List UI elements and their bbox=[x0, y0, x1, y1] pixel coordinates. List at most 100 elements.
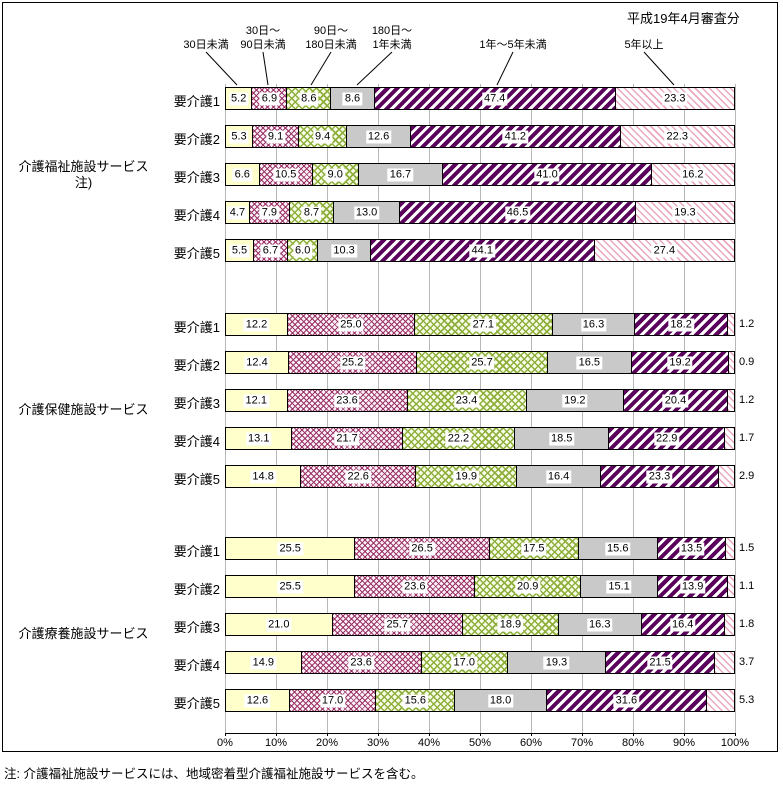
bar-segment: 19.2 bbox=[526, 390, 625, 411]
bar-segment: 6.7 bbox=[253, 240, 288, 261]
axis-tick bbox=[735, 733, 736, 736]
segment-value-label: 12.1 bbox=[243, 394, 269, 407]
bar-segment bbox=[715, 652, 734, 673]
segment-value-label: 19.3 bbox=[543, 656, 570, 669]
bar-segment: 25.7 bbox=[417, 352, 548, 373]
bar-segment: 19.3 bbox=[636, 202, 734, 223]
x-tick-label: 90% bbox=[672, 737, 696, 749]
segment-value-label: 6.7 bbox=[260, 244, 281, 257]
bar-segment: 25.0 bbox=[287, 314, 415, 335]
bar-segment: 12.4 bbox=[226, 352, 290, 373]
bar-segment: 16.3 bbox=[558, 614, 642, 635]
segment-value-label: 20.9 bbox=[514, 580, 541, 593]
bar-segment: 5.3 bbox=[226, 126, 253, 147]
segment-value-label: 46.5 bbox=[504, 206, 531, 219]
segment-value-label: 5.5 bbox=[229, 244, 250, 257]
bar-row: 12.1 23.6 23.4 19.2 20.4 bbox=[225, 389, 735, 412]
row-label: 要介護3 bbox=[173, 170, 220, 185]
bar-segment: 15.6 bbox=[578, 538, 658, 559]
bar-segment: 23.6 bbox=[301, 652, 422, 673]
bar-segment: 25.5 bbox=[226, 576, 356, 597]
segment-value-label: 5.3 bbox=[739, 694, 755, 706]
bar-row: 12.2 25.0 27.1 16.3 18.2 bbox=[225, 313, 735, 336]
bar-segment: 23.3 bbox=[615, 88, 734, 109]
bar-row: 6.6 10.5 9.0 16.7 41.0 16.2 bbox=[225, 163, 735, 186]
x-axis bbox=[225, 733, 736, 734]
group-label-line: 注) bbox=[74, 175, 93, 190]
segment-value-label: 16.4 bbox=[545, 470, 572, 483]
row-label: 要介護5 bbox=[173, 696, 220, 711]
group-label: 介護福祉施設サービス 注) bbox=[6, 159, 161, 191]
bar-segment: 18.0 bbox=[455, 690, 547, 711]
bar-segment: 13.5 bbox=[657, 538, 727, 559]
segment-value-label: 19.2 bbox=[667, 356, 693, 369]
segment-value-label: 4.7 bbox=[227, 206, 248, 219]
bar-segment: 17.5 bbox=[489, 538, 579, 559]
x-tick-label: 40% bbox=[417, 737, 441, 749]
x-tick-label: 60% bbox=[519, 737, 543, 749]
bar-segment: 19.2 bbox=[631, 352, 730, 373]
segment-value-label: 25.2 bbox=[339, 356, 366, 369]
segment-value-label: 17.0 bbox=[319, 694, 346, 707]
bar-segment: 6.9 bbox=[252, 88, 288, 109]
bar-segment: 41.2 bbox=[411, 126, 621, 147]
bar-segment: 23.6 bbox=[287, 390, 408, 411]
segment-value-label: 5.2 bbox=[229, 92, 249, 105]
bar-segment bbox=[729, 352, 734, 373]
bar-segment: 27.4 bbox=[594, 240, 734, 261]
segment-value-label: 26.5 bbox=[409, 542, 435, 555]
bar-row: 4.7 7.9 8.7 13.0 46.5 19.3 bbox=[225, 201, 735, 224]
segment-value-label: 25.5 bbox=[277, 542, 303, 555]
segment-value-label: 6.6 bbox=[232, 168, 252, 181]
legend-item: 30日未満 bbox=[146, 38, 266, 52]
segment-value-label: 6.0 bbox=[293, 244, 313, 257]
segment-value-label: 18.9 bbox=[497, 618, 524, 631]
bar-segment: 8.6 bbox=[287, 88, 332, 109]
segment-value-label: 10.5 bbox=[272, 168, 299, 181]
bar-segment: 7.9 bbox=[249, 202, 290, 223]
segment-value-label: 16.2 bbox=[680, 168, 706, 181]
bar-segment: 21.7 bbox=[292, 428, 403, 449]
bar-segment bbox=[728, 576, 734, 597]
group-label-line: 介護福祉施設サービス bbox=[18, 159, 149, 174]
bar-segment bbox=[726, 538, 734, 559]
bar-segment: 22.9 bbox=[609, 428, 726, 449]
segment-value-label: 6.9 bbox=[259, 92, 280, 105]
bar-row: 21.0 25.7 18.9 16.3 16.4 bbox=[225, 613, 735, 636]
bar-segment: 13.0 bbox=[334, 202, 401, 223]
bar-segment: 16.5 bbox=[547, 352, 632, 373]
bar-segment: 8.7 bbox=[289, 202, 335, 223]
segment-value-label: 9.4 bbox=[312, 130, 333, 143]
segment-value-label: 19.2 bbox=[562, 394, 588, 407]
bar-segment: 9.4 bbox=[299, 126, 347, 147]
segment-value-label: 1.2 bbox=[739, 318, 755, 330]
segment-value-label: 41.0 bbox=[534, 168, 560, 181]
legend-item-line: 30日未満 bbox=[183, 39, 229, 51]
bar-segment: 13.1 bbox=[226, 428, 293, 449]
bar-row: 5.5 6.7 6.0 10.3 44.1 27.4 bbox=[225, 239, 735, 262]
footnote: 注: 介護福祉施設サービスには、地域密着型介護福祉施設サービスを含む。 bbox=[4, 767, 424, 781]
segment-value-label: 21.0 bbox=[266, 618, 292, 631]
segment-value-label: 17.5 bbox=[521, 542, 547, 555]
legend-item: 180日～ 1年未満 bbox=[332, 24, 452, 52]
legend-item: 1年～5年未満 bbox=[453, 38, 573, 52]
row-label: 要介護4 bbox=[173, 208, 220, 223]
bar-segment: 5.2 bbox=[226, 88, 253, 109]
segment-value-label: 1.2 bbox=[739, 394, 755, 406]
bar-segment bbox=[725, 428, 734, 449]
x-tick-label: 10% bbox=[264, 737, 288, 749]
segment-value-label: 14.8 bbox=[250, 470, 276, 483]
segment-value-label: 3.7 bbox=[739, 656, 755, 668]
bar-row: 25.5 23.6 20.9 15.1 13.9 bbox=[225, 575, 735, 598]
row-label: 要介護2 bbox=[173, 132, 220, 147]
axis-tick bbox=[684, 733, 685, 736]
bar-segment: 16.2 bbox=[651, 164, 734, 185]
segment-value-label: 23.6 bbox=[348, 656, 374, 669]
segment-value-label: 17.0 bbox=[451, 656, 477, 669]
bar-segment: 4.7 bbox=[226, 202, 250, 223]
legend-item-line: 90日未満 bbox=[240, 39, 286, 51]
row-label: 要介護5 bbox=[173, 246, 220, 261]
segment-value-label: 16.3 bbox=[587, 618, 613, 631]
segment-value-label: 31.6 bbox=[613, 694, 640, 707]
bar-segment: 16.7 bbox=[358, 164, 444, 185]
